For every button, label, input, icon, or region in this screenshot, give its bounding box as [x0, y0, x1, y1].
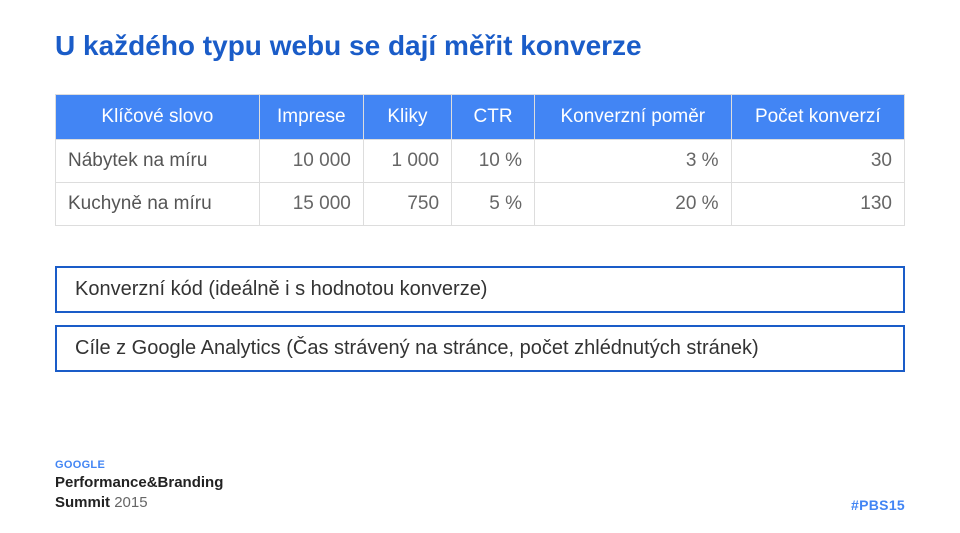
table-cell: 5 %: [452, 182, 535, 225]
row-label: Nábytek na míru: [56, 139, 260, 182]
column-header: Imprese: [259, 95, 363, 140]
row-label: Kuchyně na míru: [56, 182, 260, 225]
table-cell: 3 %: [535, 139, 732, 182]
column-header: Počet konverzí: [731, 95, 904, 140]
table-cell: 10 %: [452, 139, 535, 182]
column-header: Klíčové slovo: [56, 95, 260, 140]
table-row: Nábytek na míru 10 000 1 000 10 % 3 % 30: [56, 139, 905, 182]
footer-summit-prefix: Summit: [55, 494, 110, 511]
column-header: Kliky: [363, 95, 451, 140]
data-table: Klíčové slovo Imprese Kliky CTR Konverzn…: [55, 94, 905, 226]
footer-summit-year: 2015: [114, 494, 147, 511]
table-header-row: Klíčové slovo Imprese Kliky CTR Konverzn…: [56, 95, 905, 140]
table-cell: 10 000: [259, 139, 363, 182]
table-cell: 30: [731, 139, 904, 182]
column-header: Konverzní poměr: [535, 95, 732, 140]
footer-branding: GOOGLE Performance&Branding Summit 2015: [55, 458, 223, 513]
table-cell: 1 000: [363, 139, 451, 182]
callout-box: Konverzní kód (ideálně i s hodnotou konv…: [55, 266, 905, 313]
table-cell: 130: [731, 182, 904, 225]
table-row: Kuchyně na míru 15 000 750 5 % 20 % 130: [56, 182, 905, 225]
slide-footer: GOOGLE Performance&Branding Summit 2015 …: [55, 458, 905, 513]
slide-title: U každého typu webu se dají měřit konver…: [55, 30, 905, 62]
footer-event-line1: Performance&Branding: [55, 473, 223, 493]
table-cell: 20 %: [535, 182, 732, 225]
footer-hashtag: #PBS15: [851, 497, 905, 513]
column-header: CTR: [452, 95, 535, 140]
table-cell: 750: [363, 182, 451, 225]
footer-event-line2: Summit 2015: [55, 493, 223, 513]
footer-google-label: GOOGLE: [55, 458, 223, 473]
table-cell: 15 000: [259, 182, 363, 225]
callout-box: Cíle z Google Analytics (Čas strávený na…: [55, 325, 905, 372]
callout-list: Konverzní kód (ideálně i s hodnotou konv…: [55, 266, 905, 372]
